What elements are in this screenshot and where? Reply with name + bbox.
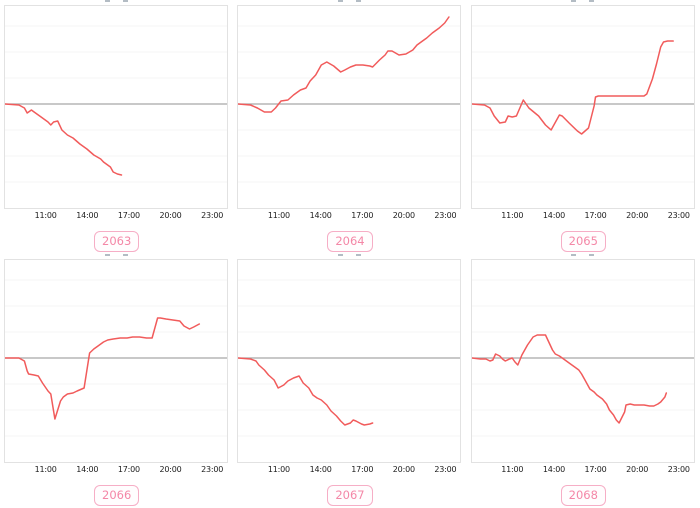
x-axis-tick-label: 20:00 [626, 465, 649, 474]
chart-panel-6: 11:00 14:00 17:00 20:00 23:00 2068 [467, 254, 700, 508]
clipped-chart-title [0, 254, 233, 259]
line-chart [470, 5, 695, 209]
x-axis-tick-label: 20:00 [626, 211, 649, 220]
x-axis-tick-label: 23:00 [434, 465, 457, 474]
x-axis-tick-label: 20:00 [392, 211, 415, 220]
x-axis-tick-label: 20:00 [392, 465, 415, 474]
x-axis: 11:00 14:00 17:00 20:00 23:00 [4, 463, 228, 477]
x-axis-tick-label: 11:00 [501, 465, 524, 474]
x-axis-tick-label: 17:00 [584, 211, 607, 220]
x-axis-tick-label: 23:00 [201, 465, 224, 474]
x-axis-tick-label: 11:00 [267, 211, 290, 220]
clipped-chart-title [233, 254, 466, 259]
x-axis-tick-label: 14:00 [309, 465, 332, 474]
x-axis-tick-label: 17:00 [351, 211, 374, 220]
chart-id-badge[interactable]: 2065 [560, 231, 606, 252]
clipped-chart-title [467, 254, 700, 259]
chart-panel-1: 11:00 14:00 17:00 20:00 23:00 2063 [0, 0, 233, 254]
x-axis-tick-label: 23:00 [201, 211, 224, 220]
x-axis-tick-label: 14:00 [76, 211, 99, 220]
x-axis-tick-label: 11:00 [501, 211, 524, 220]
x-axis-tick-label: 14:00 [542, 465, 565, 474]
chart-id-badge[interactable]: 2064 [327, 231, 373, 252]
chart-panel-4: 11:00 14:00 17:00 20:00 23:00 2066 [0, 254, 233, 508]
x-axis: 11:00 14:00 17:00 20:00 23:00 [4, 209, 228, 223]
x-axis: 11:00 14:00 17:00 20:00 23:00 [471, 463, 695, 477]
x-axis-tick-label: 17:00 [117, 465, 140, 474]
chart-id-badge[interactable]: 2066 [94, 485, 140, 506]
x-axis: 11:00 14:00 17:00 20:00 23:00 [237, 209, 461, 223]
x-axis: 11:00 14:00 17:00 20:00 23:00 [237, 463, 461, 477]
x-axis-tick-label: 20:00 [159, 211, 182, 220]
clipped-chart-title [0, 0, 233, 5]
chart-panel-2: 11:00 14:00 17:00 20:00 23:00 2064 [233, 0, 466, 254]
x-axis-tick-label: 17:00 [351, 465, 374, 474]
chart-id-badge[interactable]: 2067 [327, 485, 373, 506]
x-axis-tick-label: 17:00 [584, 465, 607, 474]
chart-panel-5: 11:00 14:00 17:00 20:00 23:00 2067 [233, 254, 466, 508]
x-axis: 11:00 14:00 17:00 20:00 23:00 [471, 209, 695, 223]
chart-id-badge[interactable]: 2068 [560, 485, 606, 506]
x-axis-tick-label: 23:00 [667, 211, 690, 220]
x-axis-tick-label: 11:00 [34, 211, 57, 220]
line-chart [470, 259, 695, 463]
clipped-chart-title [467, 0, 700, 5]
x-axis-tick-label: 23:00 [667, 465, 690, 474]
line-chart [237, 259, 462, 463]
chart-id-badge[interactable]: 2063 [94, 231, 140, 252]
x-axis-tick-label: 11:00 [267, 465, 290, 474]
x-axis-tick-label: 20:00 [159, 465, 182, 474]
line-chart [237, 5, 462, 209]
clipped-chart-title [233, 0, 466, 5]
x-axis-tick-label: 17:00 [117, 211, 140, 220]
x-axis-tick-label: 11:00 [34, 465, 57, 474]
line-chart [4, 5, 228, 209]
x-axis-tick-label: 14:00 [309, 211, 332, 220]
x-axis-tick-label: 14:00 [542, 211, 565, 220]
x-axis-tick-label: 23:00 [434, 211, 457, 220]
x-axis-tick-label: 14:00 [76, 465, 99, 474]
chart-panel-3: 11:00 14:00 17:00 20:00 23:00 2065 [467, 0, 700, 254]
line-chart [4, 259, 228, 463]
